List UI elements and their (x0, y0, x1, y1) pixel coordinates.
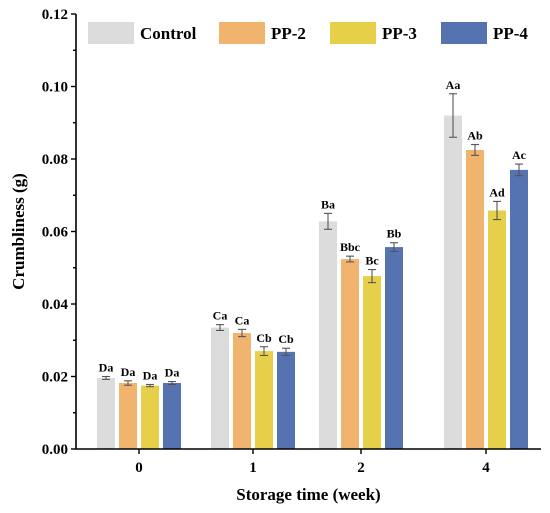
legend-item-Control: Control (88, 22, 197, 44)
significance-label: Cb (278, 332, 294, 346)
bar-Control-week-0 (97, 377, 115, 449)
significance-label: Da (99, 361, 114, 375)
significance-label: Ba (321, 197, 335, 211)
significance-label: Da (121, 365, 136, 379)
bar-PP-2-week-0 (119, 383, 137, 449)
bar-Control-week-2 (319, 221, 337, 449)
error-bar (471, 143, 479, 156)
bar-PP-2-week-2 (341, 259, 359, 449)
error-bar (168, 381, 176, 386)
y-tick-label: 0.10 (42, 80, 68, 96)
legend: Control PP-2 PP-3 PP-4 (88, 22, 528, 44)
legend-label: PP-3 (382, 24, 417, 43)
significance-labels-layer: Da Da Da Da Ca Ca Cb Cb Ba Bbc Bc Bb Aa Ab Ad Ac (99, 78, 527, 383)
axes-layer: 0.00 0.02 0.04 0.06 0.08 0.10 0.12 0 1 2 4 (42, 7, 541, 476)
bar-PP-4-week-1 (277, 351, 295, 449)
error-bar (324, 212, 332, 230)
legend-swatch (219, 22, 265, 44)
significance-label: Da (143, 368, 158, 382)
x-axis-title: Storage time (week) (236, 485, 380, 504)
significance-label: Aa (446, 78, 461, 92)
error-bars-layer (102, 93, 523, 388)
legend-swatch (441, 22, 487, 44)
y-tick-label: 0.12 (42, 7, 68, 23)
y-tick-label: 0.08 (42, 152, 68, 168)
bar-PP-3-week-4 (488, 210, 506, 449)
significance-label: Ca (213, 309, 228, 323)
legend-swatch (330, 22, 376, 44)
y-tick-label: 0.02 (42, 370, 68, 386)
significance-label: Bb (387, 227, 402, 241)
error-bar (346, 255, 354, 263)
y-tick-label: 0.00 (42, 442, 68, 458)
x-tick-label: 0 (135, 460, 143, 476)
bar-PP-2-week-1 (233, 333, 251, 449)
y-axis-title: Crumbliness (g) (9, 173, 28, 290)
x-tick-label: 4 (482, 460, 490, 476)
error-bar (260, 346, 268, 357)
significance-label: Ac (512, 148, 527, 162)
significance-label: Ca (235, 313, 250, 327)
legend-label: Control (140, 24, 197, 43)
error-bar (124, 380, 132, 386)
bar-PP-4-week-0 (163, 383, 181, 449)
bars-layer (97, 115, 528, 449)
error-bar (238, 328, 246, 338)
x-tick-label: 1 (249, 460, 257, 476)
legend-item-PP-4: PP-4 (441, 22, 528, 44)
legend-item-PP-2: PP-2 (219, 22, 306, 44)
legend-label: PP-4 (493, 24, 528, 43)
y-tick-label: 0.06 (42, 225, 69, 241)
error-bar (282, 347, 290, 357)
error-bar (493, 200, 501, 221)
bar-PP-3-week-0 (141, 385, 159, 449)
significance-label: Ab (467, 129, 483, 143)
legend-item-PP-3: PP-3 (330, 22, 417, 44)
bar-Control-week-4 (444, 115, 462, 449)
significance-label: Bc (365, 254, 379, 268)
error-bar (216, 324, 224, 332)
significance-label: Da (165, 366, 180, 380)
legend-swatch (88, 22, 134, 44)
legend-label: PP-2 (271, 24, 306, 43)
bar-PP-4-week-2 (385, 247, 403, 449)
y-tick-label: 0.04 (42, 297, 69, 313)
bar-Control-week-1 (211, 327, 229, 449)
error-bar (146, 383, 154, 388)
x-tick-label: 2 (357, 460, 365, 476)
error-bar (515, 163, 523, 177)
significance-label: Cb (256, 331, 272, 345)
error-bar (102, 375, 110, 380)
significance-label: Bbc (340, 240, 361, 254)
error-bar (390, 242, 398, 252)
bar-PP-3-week-2 (363, 276, 381, 449)
significance-label: Ad (489, 185, 505, 199)
error-bar (449, 93, 457, 138)
bar-PP-2-week-4 (466, 149, 484, 449)
bar-PP-4-week-4 (510, 169, 528, 449)
error-bar (368, 269, 376, 284)
bar-PP-3-week-1 (255, 351, 273, 449)
